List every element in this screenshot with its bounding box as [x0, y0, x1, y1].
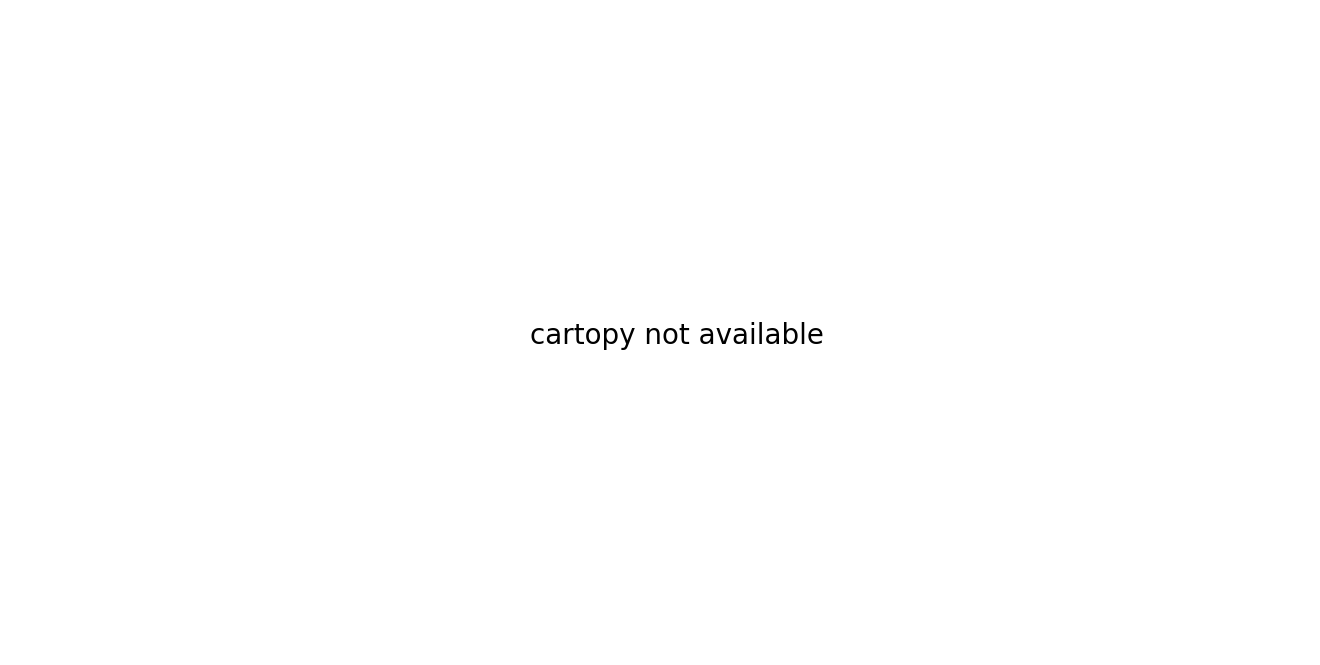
Text: cartopy not available: cartopy not available [529, 322, 824, 350]
